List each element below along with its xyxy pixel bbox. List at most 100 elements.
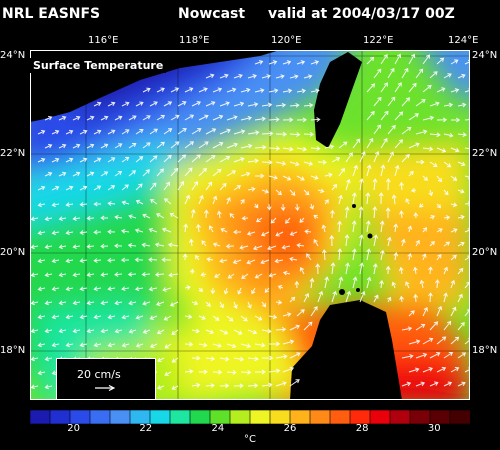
current-vector: [205, 329, 214, 335]
current-vector: [198, 342, 208, 348]
current-vector: [170, 167, 179, 177]
current-vector: [338, 276, 344, 289]
current-vector: [399, 181, 404, 191]
current-vector: [93, 229, 102, 235]
current-vector: [156, 385, 165, 390]
current-vector: [391, 281, 397, 289]
current-vector: [457, 73, 466, 79]
colorbar-swatch: [349, 410, 371, 424]
vector-scale-label: 20 cm/s: [77, 368, 121, 381]
lon-label-120: 120°E: [271, 35, 302, 46]
current-vector: [359, 262, 364, 275]
current-vector: [37, 230, 46, 236]
current-vector: [205, 181, 213, 191]
current-vector: [338, 194, 343, 205]
current-vector: [65, 129, 74, 135]
current-vector: [135, 129, 144, 135]
current-vector: [142, 115, 151, 121]
current-vector: [366, 110, 375, 121]
current-vector: [170, 87, 180, 93]
current-vector: [261, 189, 270, 194]
current-vector: [401, 326, 413, 332]
current-vector: [86, 272, 95, 278]
current-vector: [161, 257, 172, 263]
current-vector: [227, 273, 235, 279]
current-vector: [65, 157, 74, 163]
current-vector: [86, 115, 95, 121]
header-source: NRL EASNFS: [2, 6, 101, 22]
current-vector: [205, 155, 216, 163]
current-vector: [120, 257, 130, 263]
current-vector: [324, 276, 330, 289]
current-vector: [149, 343, 158, 348]
current-vector: [289, 161, 300, 167]
current-vector: [171, 385, 179, 390]
current-vector: [210, 287, 216, 295]
current-vector: [366, 56, 375, 65]
current-vector: [128, 300, 137, 306]
current-vector: [51, 129, 60, 135]
current-vector: [182, 253, 188, 261]
current-vector: [114, 214, 123, 220]
current-vector: [44, 115, 53, 121]
current-vector: [261, 102, 273, 108]
current-vector: [457, 214, 465, 220]
current-vector: [303, 102, 314, 108]
current-vector: [233, 356, 245, 362]
current-vector: [184, 369, 194, 374]
current-vector: [366, 276, 372, 289]
current-vector: [282, 146, 294, 152]
current-vector: [51, 286, 60, 292]
current-vector: [121, 228, 130, 234]
current-vector: [303, 292, 310, 303]
current-vector: [58, 171, 67, 177]
current-vector: [37, 286, 46, 292]
current-vector: [429, 240, 435, 247]
current-vector: [261, 74, 271, 79]
current-vector: [450, 228, 458, 233]
current-vector: [268, 60, 278, 65]
current-vector: [366, 83, 376, 93]
current-vector: [72, 143, 81, 149]
current-vector: [233, 185, 242, 191]
current-vector: [268, 146, 281, 151]
lat-label-right-24: 24°N: [472, 50, 498, 61]
current-vector: [37, 129, 46, 135]
current-vector: [30, 272, 39, 278]
current-vector: [277, 285, 284, 290]
current-vector: [282, 270, 291, 276]
colorbar-label-22: 22: [139, 423, 153, 434]
colorbar-swatch: [69, 410, 91, 424]
current-vector: [329, 234, 335, 247]
current-vector: [401, 353, 414, 359]
current-vector: [309, 277, 315, 289]
current-vector: [58, 115, 67, 121]
vector-scale-arrow-icon: [95, 385, 115, 391]
current-vector: [275, 326, 287, 332]
current-vector: [436, 366, 447, 373]
current-vector: [270, 217, 277, 224]
current-vector: [443, 241, 451, 247]
current-vector: [184, 314, 193, 320]
current-vector: [289, 231, 298, 236]
current-vector: [72, 216, 81, 221]
current-vector: [44, 143, 53, 149]
current-vector: [450, 367, 460, 373]
current-vector: [373, 124, 382, 135]
current-vector: [237, 287, 242, 295]
current-vector: [189, 238, 194, 247]
current-vector: [338, 141, 348, 149]
current-vector: [372, 263, 378, 275]
current-vector: [275, 131, 288, 137]
current-vector: [408, 310, 415, 317]
current-vector: [233, 129, 246, 135]
current-vector: [65, 258, 74, 264]
current-vector: [114, 143, 123, 149]
current-vector: [79, 129, 88, 135]
current-vector: [359, 290, 366, 303]
current-vector: [134, 257, 144, 263]
current-vector: [226, 315, 234, 322]
current-vector: [58, 272, 67, 278]
current-vector: [443, 189, 449, 196]
current-vector: [401, 126, 412, 135]
